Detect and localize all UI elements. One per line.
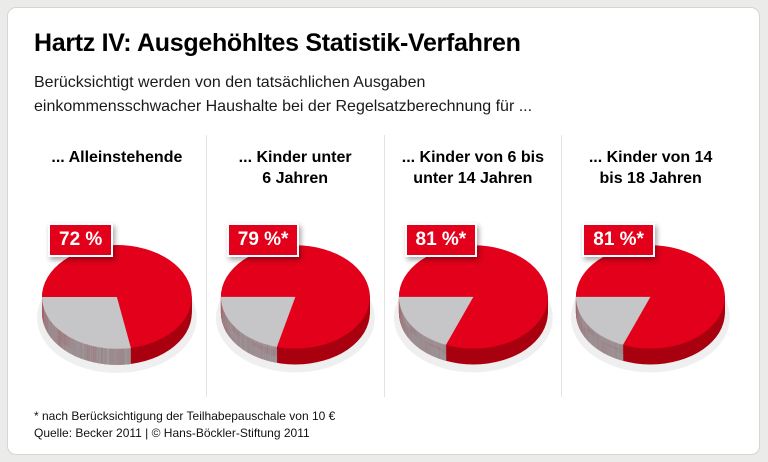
- chart-column-kinder-6-bis-14: ... Kinder von 6 bis unter 14 Jahren 81 …: [383, 135, 562, 397]
- column-title: ... Kinder von 14 bis 18 Jahren: [562, 147, 739, 193]
- column-title-line1: ... Kinder von 14: [588, 149, 713, 166]
- pie-chart-area: 81 %*: [562, 197, 739, 375]
- chart-column-kinder-14-bis-18: ... Kinder von 14 bis 18 Jahren 81 %*: [561, 135, 739, 397]
- value-label: 72 %: [48, 223, 114, 257]
- pie-chart: [215, 245, 375, 373]
- value-label: 81 %*: [404, 223, 478, 257]
- pie-chart: [571, 245, 731, 373]
- column-title-line2: 6 Jahren: [262, 170, 329, 187]
- header: Hartz IV: Ausgehöhltes Statistik-Verfahr…: [8, 8, 759, 119]
- pie-chart: [36, 245, 197, 373]
- chart-column-alleinstehende: ... Alleinstehende 72 %: [28, 135, 206, 397]
- footnote: * nach Berücksichtigung der Teilhabepaus…: [34, 409, 336, 423]
- chart-column-kinder-unter-6: ... Kinder unter 6 Jahren 79 %*: [205, 135, 384, 397]
- column-title-line2: unter 14 Jahren: [413, 170, 533, 187]
- column-title-line2: bis 18 Jahren: [599, 170, 702, 187]
- pie-chart-area: 79 %*: [207, 197, 384, 375]
- pie-chart-area: 72 %: [28, 197, 206, 375]
- column-title-line1: ... Kinder von 6 bis: [401, 149, 544, 166]
- subtitle-line-2: einkommensschwacher Haushalte bei der Re…: [34, 98, 533, 115]
- infographic-card: Hartz IV: Ausgehöhltes Statistik-Verfahr…: [7, 7, 760, 455]
- value-label: 79 %*: [226, 223, 300, 257]
- value-label: 81 %*: [582, 223, 655, 257]
- column-title: ... Kinder unter 6 Jahren: [207, 147, 384, 193]
- subtitle-line-1: Berücksichtigt werden von den tatsächlic…: [34, 74, 426, 91]
- column-title-line1: ... Alleinstehende: [51, 149, 183, 166]
- chart-grid: ... Alleinstehende 72 % ... Kinder unter…: [28, 135, 739, 397]
- source-credit: Quelle: Becker 2011 | © Hans-Böckler-Sti…: [34, 426, 310, 440]
- column-title: ... Alleinstehende: [28, 147, 206, 193]
- footer: * nach Berücksichtigung der Teilhabepaus…: [8, 397, 759, 442]
- page-title: Hartz IV: Ausgehöhltes Statistik-Verfahr…: [34, 29, 521, 57]
- pie-chart-area: 81 %*: [385, 197, 562, 375]
- column-title-line1: ... Kinder unter: [238, 149, 352, 166]
- pie-chart: [393, 245, 553, 373]
- column-title: ... Kinder von 6 bis unter 14 Jahren: [385, 147, 562, 193]
